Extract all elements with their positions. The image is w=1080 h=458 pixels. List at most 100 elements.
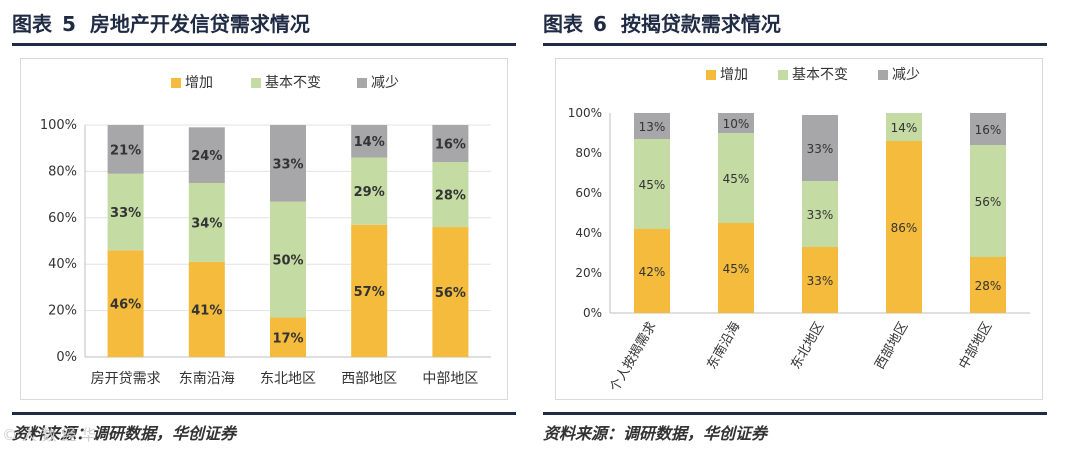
figure-5-y-tick-label: 0% [56,350,77,365]
figure-5-title: 图表 5 房地产开发信贷需求情况 [12,8,310,37]
figure-5-bar-increase [270,317,306,357]
figure-5-data-label-increase: 17% [272,331,303,346]
figure-5-chart: 增加 基本不变 减少 0% 20% 40% 60% 80% 100% 46% 33% 21% 房开贷需求… [40,74,491,387]
figure-5-bar-decrease [107,125,144,174]
figure-5-data-label-decrease: 16% [435,138,466,153]
figure-5-bar-increase [351,224,388,357]
figure-5-legend-label-same: 基本不变 [265,74,321,91]
figure-6-legend-swatch-decrease [878,70,888,80]
figure-5-category-label: 房开贷需求 [91,371,161,387]
figure-5-data-label-same: 29% [354,185,385,200]
watermark: © 人 数 经 华 [2,426,97,444]
figure-6-category-label: 西部地区 [872,320,911,373]
figure-6-bar-decrease [634,113,670,139]
figure-5-bar-decrease [351,125,388,158]
figure-5-bar-decrease [270,125,306,202]
figure-5-category-label: 东北地区 [260,371,316,387]
figure-5-y-tick-label: 80% [48,164,77,179]
figure-6-data-label-increase: 33% [807,274,834,288]
figure-5-data-label-decrease: 33% [272,157,303,172]
figure-6-y-tick-label: 20% [575,266,602,280]
figure-5-title-text: 房地产开发信贷需求情况 [89,12,310,36]
figure-6-bar-increase [802,247,838,313]
figure-5-bar-same [432,162,469,228]
figure-6-category-label: 东南沿海 [704,319,744,372]
figure-6-bar-same [634,139,670,229]
figure-5-legend-label-decrease: 减少 [371,75,399,91]
figure-6-bar-same [718,133,754,223]
figure-6-source-rule [543,412,1047,415]
figure-6-y-tick-label: 40% [575,226,602,240]
figure-5-bar-same [188,183,225,262]
figure-6-data-label-same: 33% [807,208,834,222]
figure-5-bar-same [351,157,388,225]
figure-5-bar-increase [432,227,469,357]
figure-6-legend-label-increase: 增加 [720,67,748,83]
figure-6-y-tick-label: 60% [575,186,602,200]
figure-6-bar-increase [886,141,922,313]
figure-5-data-label-same: 33% [110,206,141,221]
figure-6-title-rule [543,43,1047,46]
figure-6-title-num: 6 [593,12,607,36]
figure-5-y-tick-label: 100% [40,118,77,133]
figure-6-chart-frame: 增加 基本不变 减少 0% 20% 40% 60% 80% 100% 42% 45% 13% 个人按揭需… [555,58,1043,400]
figure-6-legend-label-same: 基本不变 [792,66,848,83]
figure-6-legend-swatch-same [778,70,788,80]
figure-5-data-label-decrease: 14% [354,135,385,150]
figure-5-y-tick-label: 20% [48,304,77,319]
figure-5-bar-decrease [432,125,469,163]
figure-6-data-label-same: 45% [639,178,666,192]
figure-5-bar-same [107,173,144,251]
figure-6-bar-increase [634,229,670,313]
figure-5-legend-swatch-decrease [357,78,367,88]
figure-5-y-tick-label: 40% [48,257,77,272]
figure-5-data-label-same: 28% [435,189,466,204]
figure-5-title-num: 5 [62,12,76,36]
figure-6-category-label: 中部地区 [956,320,995,373]
figure-5-title-label: 图表 [12,12,52,36]
figure-5-category-label: 中部地区 [422,371,478,387]
figure-6-bar-same [970,145,1006,257]
figure-6-data-label-increase: 86% [891,221,918,235]
figure-5-category-label: 东南沿海 [179,371,235,387]
figure-5-data-label-increase: 41% [191,303,222,318]
figure-6-data-label-increase: 45% [723,262,750,276]
figure-6-legend-swatch-increase [706,70,716,80]
figure-5-legend-swatch-same [251,78,261,88]
figure-6-title: 图表 6 按揭贷款需求情况 [543,8,781,37]
figure-5-bar-increase [107,250,144,357]
figure-5-data-label-increase: 46% [110,298,141,313]
figure-6-y-tick-label: 0% [583,306,602,320]
figure-6-data-label-decrease: 10% [723,117,750,131]
figure-5-title-rule [12,43,516,46]
figure-6-y-tick-label: 100% [568,106,602,120]
figure-5-legend-label-increase: 增加 [185,75,213,91]
figure-6-data-label-decrease: 13% [639,120,666,134]
figure-6-bar-increase [718,223,754,313]
figure-6-y-tick-label: 80% [575,146,602,160]
figure-6-category-label: 个人按揭需求 [607,320,659,395]
figure-6-category-label: 东北地区 [788,320,827,373]
figure-6-data-label-increase: 28% [975,279,1002,293]
figure-5-data-label-decrease: 24% [191,149,222,164]
figure-5-data-label-decrease: 21% [110,143,141,158]
figure-6-data-label-decrease: 16% [975,123,1002,137]
figure-6-source: 资料来源：调研数据，华创证券 [543,424,768,443]
figure-5-data-label-same: 50% [272,254,303,269]
figure-6-bar-decrease [802,115,838,181]
figure-5-data-label-increase: 56% [435,286,466,301]
figure-6-data-label-increase: 42% [639,265,666,279]
figure-6-bar-increase [970,257,1006,313]
figure-6-bar-same [886,113,922,141]
figure-5-source: 资料来源：调研数据，华创证券 [12,424,237,443]
figure-6-chart: 增加 基本不变 减少 0% 20% 40% 60% 80% 100% 42% 45% 13% 个人按揭需… [568,66,1030,395]
figure-6-bar-decrease [718,113,754,133]
figure-6-title-label: 图表 [543,12,583,36]
figure-5-bar-decrease [188,127,225,183]
figure-6-bar-decrease [970,113,1006,145]
figure-6-legend-label-decrease: 减少 [892,67,920,83]
figure-5-category-label: 西部地区 [341,371,397,387]
figure-6-data-label-same: 14% [891,121,918,135]
figure-5-chart-frame: 增加 基本不变 减少 0% 20% 40% 60% 80% 100% 46% 33% 21% 房开贷需求… [20,58,508,400]
figure-5-data-label-increase: 57% [354,285,385,300]
